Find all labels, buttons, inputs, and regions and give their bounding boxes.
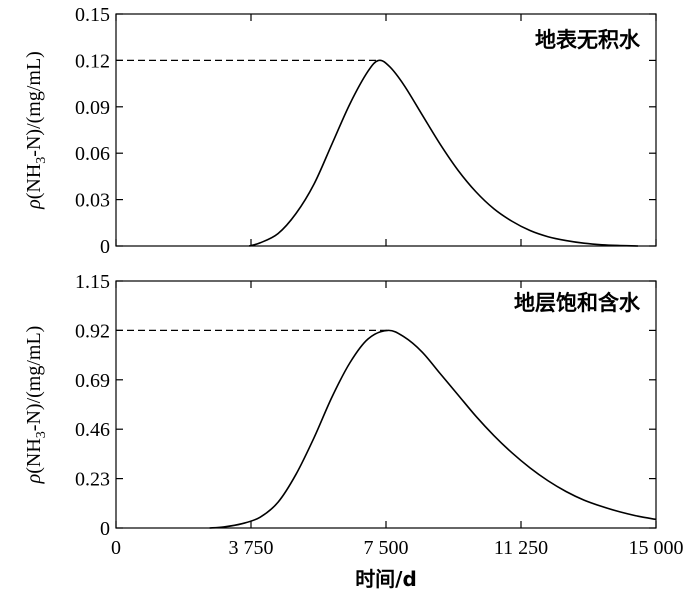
x-axis-label: 时间/d: [355, 567, 417, 591]
x-tick-label: 3 750: [229, 537, 274, 559]
y-tick-label: 0: [100, 236, 110, 258]
y-tick-label: 0.06: [75, 143, 110, 165]
y-tick-label: 1.15: [75, 271, 110, 293]
series-line: [248, 59, 639, 247]
y-tick-label: 0.69: [75, 370, 110, 392]
series-line: [209, 329, 657, 529]
y-tick-label: 0.09: [75, 97, 110, 119]
y-tick-label: 0.15: [75, 4, 110, 26]
y-tick-label: 0.46: [75, 419, 110, 441]
x-tick-label: 7 500: [364, 537, 409, 559]
panel-2-frame: [115, 280, 657, 529]
x-tick-label: 11 250: [494, 537, 548, 559]
panel-1-annotation: 地表无积水: [535, 28, 641, 52]
x-tick-label: 0: [111, 537, 121, 559]
x-tick-label: 15 000: [629, 537, 684, 559]
y-tick-label: 0.12: [75, 50, 110, 72]
panel-2-annotation: 地层饱和含水: [514, 291, 641, 315]
y-tick-label: 0: [100, 518, 110, 540]
panel-1-y-axis-label: ρ(NH3-N)/(mg/mL): [23, 51, 49, 210]
y-tick-label: 0.03: [75, 190, 110, 212]
y-tick-label: 0.23: [75, 469, 110, 491]
panel-2-y-axis-label: ρ(NH3-N)/(mg/mL): [23, 326, 49, 485]
y-tick-label: 0.92: [75, 320, 110, 342]
